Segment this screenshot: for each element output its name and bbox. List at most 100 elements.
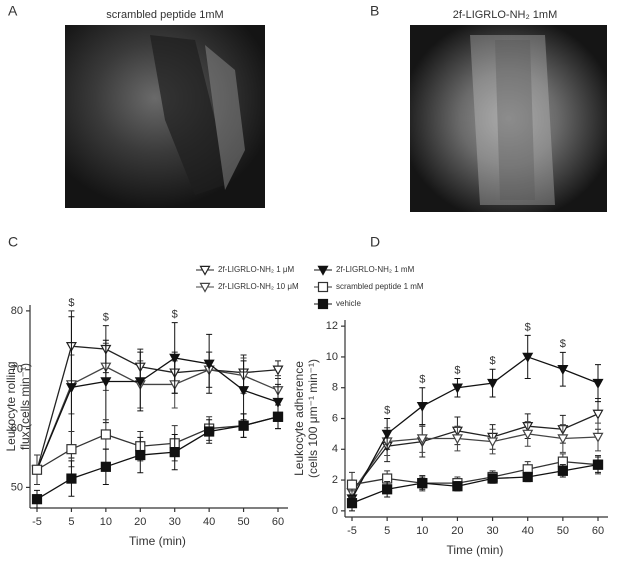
marker [272,397,284,408]
marker [203,359,215,370]
x-tick-label: 40 [203,516,215,528]
annotation: $ [384,404,390,416]
marker [272,365,284,376]
marker [592,378,604,389]
y-tick-label: 70 [11,364,23,376]
image-caption: scrambled peptide 1mM [106,9,223,21]
annotation: $ [490,355,496,367]
y-tick-label: 50 [11,481,23,493]
y-tick-label: 80 [11,305,23,317]
marker [522,352,534,363]
y-tick-label: 4 [332,443,338,455]
y-axis-label: Leukocyte adherence [292,361,306,476]
series-line [36,357,279,471]
series-line [351,356,599,499]
legend-label: scrambled peptide 1 mM [336,282,424,291]
x-tick-label: 20 [134,516,146,528]
y-tick-label: 8 [332,382,338,394]
x-tick-label: 60 [272,516,284,528]
panel-label: A [8,3,18,19]
marker [272,411,284,422]
x-tick-label: 30 [169,516,181,528]
marker [100,377,112,388]
image-caption: 2f-LIGRLO-NH₂ 1mM [453,9,558,21]
marker [557,365,569,375]
x-tick-label: 40 [522,525,534,537]
series-line [351,413,599,493]
y-axis-label: Leukocyte rolling [4,361,18,451]
marker [451,383,463,394]
y-axis-label: (cells 100 μm⁻¹ min⁻¹) [306,359,320,478]
marker [346,498,358,509]
marker [381,429,393,440]
series-line [351,433,599,493]
y-tick-label: 0 [332,505,338,517]
marker [134,377,146,388]
marker [416,434,428,445]
marker [66,473,77,484]
y-axis-label: flux (cells min⁻¹) [18,363,32,450]
annotation: $ [419,374,425,386]
annotation: $ [68,297,74,309]
legend-label: 2f-LIGRLO-NH₂ 10 μM [218,282,299,291]
panel-label: C [8,234,18,250]
marker [31,464,43,475]
marker [592,459,604,470]
annotation: $ [454,364,460,376]
marker [135,449,146,461]
x-tick-label: 50 [237,516,249,528]
marker [31,494,43,505]
y-tick-label: 2 [332,474,338,486]
x-tick-label: 20 [451,525,463,537]
y-tick-label: 10 [326,351,338,363]
marker [169,447,180,458]
series-line [36,416,279,500]
marker [487,437,499,448]
marker [204,426,215,437]
x-axis-label: Time (min) [447,543,504,557]
x-tick-label: 5 [384,525,390,537]
x-tick-label: 30 [486,525,498,537]
y-tick-label: 12 [326,320,338,332]
marker [317,281,329,293]
marker [100,461,111,472]
annotation: $ [525,321,531,333]
x-tick-label: -5 [347,525,357,537]
legend-label: vehicle [336,299,361,308]
marker [557,434,569,445]
marker [452,481,463,492]
legend-label: 2f-LIGRLO-NH₂ 1 mM [336,265,415,274]
x-tick-label: 5 [68,516,74,528]
marker [487,378,499,389]
y-tick-label: 60 [11,422,23,434]
legend-label: 2f-LIGRLO-NH₂ 1 μM [218,265,295,274]
marker [522,471,533,483]
marker [100,429,111,440]
marker [522,429,534,440]
annotation: $ [560,338,566,350]
x-tick-label: 60 [592,525,604,537]
marker [238,420,249,431]
panel-label: D [370,234,380,250]
marker [238,386,250,397]
marker [346,479,358,490]
x-tick-label: 10 [100,516,112,528]
x-tick-label: 10 [416,525,428,537]
annotation: $ [172,309,178,321]
marker [199,265,211,276]
annotation: $ [103,312,109,324]
marker [317,298,329,310]
marker [199,282,211,293]
panel-label: B [370,3,379,19]
marker [592,409,604,420]
marker [382,484,393,495]
micrograph [65,25,265,208]
series-line [351,460,599,486]
marker [416,401,428,412]
x-tick-label: 50 [557,525,569,537]
marker [451,434,463,445]
marker [592,432,604,443]
series-line [351,464,599,504]
series-line [36,366,279,470]
